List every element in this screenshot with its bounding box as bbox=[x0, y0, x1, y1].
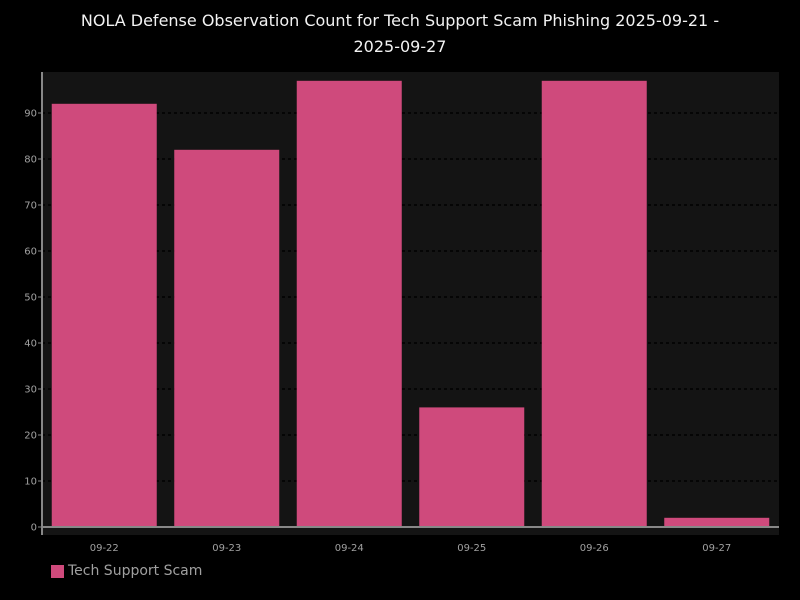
bar-09-27[interactable] bbox=[664, 517, 770, 527]
x-tick-label: 09-22 bbox=[90, 543, 119, 554]
x-axis-ticks: 09-22 09-23 09-24 09-25 09-26 09-27 bbox=[90, 543, 732, 554]
chart-title-line-2: 2025-09-27 bbox=[353, 37, 447, 56]
bar-09-26[interactable] bbox=[541, 80, 647, 528]
y-tick-label: 80 bbox=[24, 155, 37, 166]
y-tick-label: 50 bbox=[24, 293, 37, 304]
x-tick-label: 09-26 bbox=[580, 543, 609, 554]
plot-area bbox=[42, 72, 779, 535]
x-tick-label: 09-23 bbox=[212, 543, 241, 554]
bar-09-23[interactable] bbox=[174, 149, 280, 528]
bars bbox=[51, 80, 770, 528]
gridlines bbox=[42, 112, 779, 482]
x-tick-label: 09-24 bbox=[335, 543, 364, 554]
y-tick-label: 60 bbox=[24, 247, 37, 258]
y-tick-label: 30 bbox=[24, 385, 37, 396]
legend-label: Tech Support Scam bbox=[68, 563, 203, 579]
y-tick-label: 10 bbox=[24, 477, 37, 488]
y-axis-ticks: 0 10 20 30 40 50 60 70 80 90 bbox=[24, 109, 42, 534]
legend-swatch bbox=[51, 564, 64, 578]
y-tick-label: 40 bbox=[24, 339, 37, 350]
chart-title-line-1: NOLA Defense Observation Count for Tech … bbox=[80, 11, 720, 30]
chart-title: NOLA Defense Observation Count for Tech … bbox=[0, 8, 800, 60]
y-tick-label: 90 bbox=[24, 109, 37, 120]
bar-09-22[interactable] bbox=[51, 103, 157, 528]
x-tick-label: 09-27 bbox=[702, 543, 731, 554]
y-tick-label: 0 bbox=[31, 523, 37, 534]
legend[interactable]: Tech Support Scam bbox=[51, 563, 202, 579]
bar-09-25[interactable] bbox=[419, 407, 525, 527]
axes bbox=[41, 72, 779, 535]
x-tick-label: 09-25 bbox=[457, 543, 486, 554]
bar-09-24[interactable] bbox=[296, 80, 402, 528]
y-tick-label: 70 bbox=[24, 201, 37, 212]
y-tick-label: 20 bbox=[24, 431, 37, 442]
